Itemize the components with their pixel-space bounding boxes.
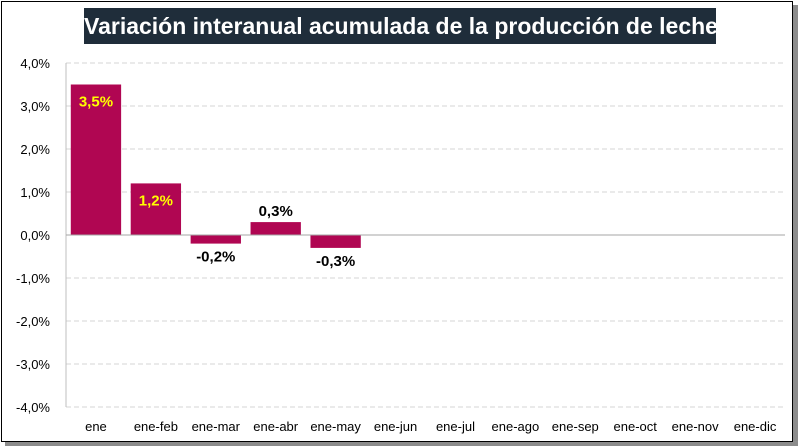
y-tick-label: -4,0% xyxy=(16,400,50,415)
data-label: -0,3% xyxy=(316,253,355,270)
data-label: -0,2% xyxy=(196,249,235,266)
x-tick-label: ene-ago xyxy=(492,419,540,434)
data-label: 0,3% xyxy=(259,203,293,220)
x-tick-label: ene-may xyxy=(310,419,361,434)
x-tick-label: ene-mar xyxy=(192,419,241,434)
y-tick-label: 1,0% xyxy=(20,185,50,200)
bar xyxy=(130,183,182,235)
y-tick-label: -1,0% xyxy=(16,271,50,286)
y-tick-label: -3,0% xyxy=(16,357,50,372)
x-tick-label: ene xyxy=(85,419,107,434)
y-tick-label: 2,0% xyxy=(20,142,50,157)
bar xyxy=(250,222,301,235)
x-tick-label: ene-feb xyxy=(134,419,178,434)
y-tick-label: -2,0% xyxy=(16,314,50,329)
x-tick-label: ene-abr xyxy=(253,419,298,434)
frame-shadow-bottom xyxy=(5,441,798,446)
y-tick-label: 4,0% xyxy=(20,56,50,71)
x-tick-label: ene-jun xyxy=(374,419,417,434)
bar xyxy=(190,235,241,244)
bar xyxy=(70,84,122,235)
data-label: 1,2% xyxy=(139,192,173,209)
bar xyxy=(310,235,361,248)
x-tick-label: ene-jul xyxy=(436,419,475,434)
chart-title: Variación interanual acumulada de la pro… xyxy=(84,8,716,44)
x-tick-label: ene-nov xyxy=(672,419,719,434)
y-tick-label: 0,0% xyxy=(20,228,50,243)
data-label: 3,5% xyxy=(79,94,113,111)
x-tick-label: ene-dic xyxy=(734,419,777,434)
y-tick-label: 3,0% xyxy=(20,99,50,114)
x-tick-label: ene-oct xyxy=(614,419,658,434)
frame-shadow-right xyxy=(793,5,798,443)
x-tick-label: ene-sep xyxy=(552,419,599,434)
